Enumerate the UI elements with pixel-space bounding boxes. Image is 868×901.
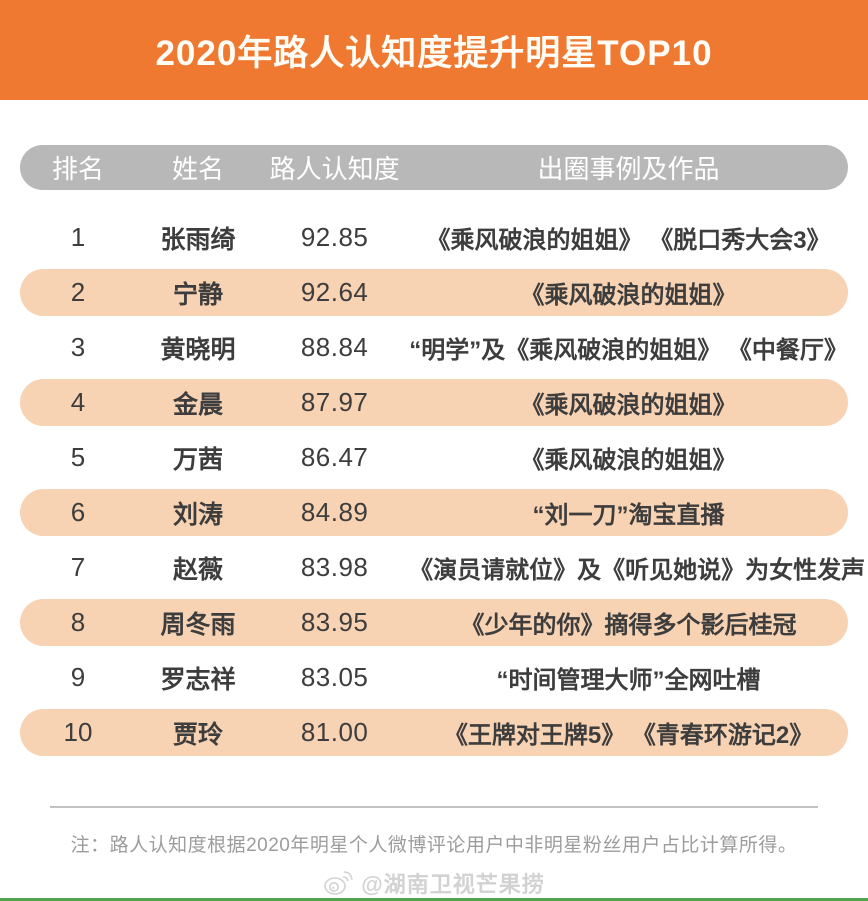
works-value: 《乘风破浪的姐姐》 《脱口秀大会3》 [426, 227, 831, 254]
watermark-text: @湖南卫视芒果捞 [361, 872, 545, 897]
rank-value: 8 [70, 607, 86, 637]
header-name: 姓名 [171, 154, 224, 184]
header-works: 出圈事例及作品 [537, 154, 720, 184]
ranking-table: 排名 姓名 路人认知度 出圈事例及作品 1 张雨绮 92.85 《乘风破浪的姐姐… [0, 145, 868, 756]
weibo-icon [323, 869, 354, 897]
rank-value: 1 [70, 222, 86, 252]
name-value: 贾玲 [172, 720, 223, 749]
name-value: 周冬雨 [160, 610, 236, 639]
score-value: 84.89 [300, 497, 369, 527]
rank-value: 3 [70, 332, 86, 362]
score-value: 86.47 [300, 442, 369, 472]
works-value: 《乘风破浪的姐姐》 [520, 392, 737, 419]
name-value: 刘涛 [172, 500, 223, 529]
score-value: 83.95 [300, 607, 369, 637]
footnote: 注：路人认知度根据2020年明星个人微博评论用户中非明星粉丝用户占比计算所得。 [70, 835, 798, 856]
name-value: 赵薇 [172, 555, 223, 584]
table-row: 8 周冬雨 83.95 《少年的你》摘得多个影后桂冠 [20, 599, 848, 646]
rank-value: 4 [70, 387, 86, 417]
bottom-green-line [0, 898, 868, 901]
page-title: 2020年路人认知度提升明星TOP10 [155, 33, 713, 73]
table-row: 5 万茜 86.47 《乘风破浪的姐姐》 [20, 434, 848, 481]
score-value: 92.85 [300, 222, 369, 252]
table-header-row: 排名 姓名 路人认知度 出圈事例及作品 [20, 145, 848, 190]
table-row: 1 张雨绮 92.85 《乘风破浪的姐姐》 《脱口秀大会3》 [20, 214, 848, 261]
works-value: “明学”及《乘风破浪的姐姐》 《中餐厅》 [409, 337, 848, 364]
score-value: 81.00 [300, 717, 369, 747]
title-banner: 2020年路人认知度提升明星TOP10 [0, 0, 868, 100]
name-value: 金晨 [172, 390, 223, 419]
rank-value: 10 [63, 717, 93, 747]
score-value: 92.64 [300, 277, 369, 307]
score-value: 88.84 [300, 332, 369, 362]
table-row: 9 罗志祥 83.05 “时间管理大师”全网吐槽 [20, 654, 848, 701]
table-row: 6 刘涛 84.89 “刘一刀”淘宝直播 [20, 489, 848, 536]
score-value: 83.05 [300, 662, 369, 692]
works-value: 《少年的你》摘得多个影后桂冠 [460, 612, 797, 639]
table-row: 2 宁静 92.64 《乘风破浪的姐姐》 [20, 269, 848, 316]
works-value: “时间管理大师”全网吐槽 [496, 667, 761, 694]
works-value: 《乘风破浪的姐姐》 [520, 447, 737, 474]
header-score: 路人认知度 [269, 154, 400, 184]
rank-value: 6 [70, 497, 86, 527]
name-value: 万茜 [172, 445, 223, 474]
header-rank: 排名 [51, 154, 104, 184]
name-value: 罗志祥 [160, 665, 236, 694]
works-value: 《王牌对王牌5》 《青春环游记2》 [443, 722, 814, 749]
table-body: 1 张雨绮 92.85 《乘风破浪的姐姐》 《脱口秀大会3》 2 宁静 92.6… [20, 214, 866, 756]
works-value: “刘一刀”淘宝直播 [532, 502, 725, 529]
rank-value: 7 [70, 552, 86, 582]
score-value: 83.98 [300, 552, 369, 582]
table-row: 10 贾玲 81.00 《王牌对王牌5》 《青春环游记2》 [20, 709, 848, 756]
watermark: @湖南卫视芒果捞 [0, 867, 868, 899]
works-value: 《演员请就位》及《听见她说》为女性发声 [409, 557, 866, 584]
table-row: 4 金晨 87.97 《乘风破浪的姐姐》 [20, 379, 848, 426]
footer-divider [50, 806, 818, 808]
rank-value: 9 [70, 662, 86, 692]
rank-value: 5 [70, 442, 86, 472]
table-row: 7 赵薇 83.98 《演员请就位》及《听见她说》为女性发声 [20, 544, 866, 591]
name-value: 张雨绮 [160, 225, 236, 254]
score-value: 87.97 [300, 387, 369, 417]
name-value: 宁静 [172, 280, 223, 309]
rank-value: 2 [70, 277, 86, 307]
name-value: 黄晓明 [160, 335, 236, 364]
table-row: 3 黄晓明 88.84 “明学”及《乘风破浪的姐姐》 《中餐厅》 [20, 324, 848, 371]
works-value: 《乘风破浪的姐姐》 [520, 282, 737, 309]
